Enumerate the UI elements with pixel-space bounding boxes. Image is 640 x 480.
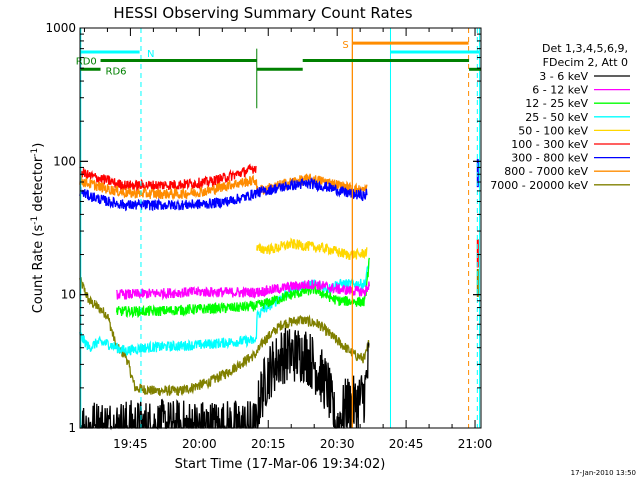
annotation-n: N <box>147 49 154 60</box>
y-axis-label-mid: detector <box>31 156 46 216</box>
legend-header-2: FDecim 2, Att 0 <box>543 56 628 69</box>
series-4-line <box>256 237 368 261</box>
x-tick-label-2045: 20:45 <box>389 437 424 451</box>
x-tick-label-2100: 21:00 <box>458 437 493 451</box>
legend-entry-6: 300 - 800 keV <box>511 152 588 165</box>
legend-entry-7: 800 - 7000 keV <box>504 165 588 178</box>
legend-entry-2: 12 - 25 keV <box>525 97 588 110</box>
plot-frame <box>79 27 482 429</box>
decor-layer: N RD0 RD6 S <box>76 28 481 428</box>
y-axis-label: Count Rate (s-1 detector-1) <box>30 143 46 314</box>
series-8-line <box>79 277 370 396</box>
legend-entry-0: 3 - 6 keV <box>539 70 588 83</box>
x-tick-label-1945: 19:45 <box>113 437 148 451</box>
legend-entry-3: 25 - 50 keV <box>525 111 588 124</box>
annotation-s: S <box>342 40 348 51</box>
legend-entry-4: 50 - 100 keV <box>518 124 588 137</box>
timestamp: 17-Jan-2010 13:50 <box>571 469 636 477</box>
y-tick-label-10: 10 <box>61 288 76 302</box>
y-tick-label-1: 1 <box>68 421 76 435</box>
annotation-rd6: RD6 <box>106 66 127 77</box>
legend-entry-5: 100 - 300 keV <box>511 138 588 151</box>
y-axis: 1 10 100 1000 <box>45 21 481 435</box>
series-layer <box>79 159 479 431</box>
series-3-line <box>79 261 370 357</box>
chart-title: HESSI Observing Summary Count Rates <box>113 4 412 22</box>
x-tick-label-2015: 20:15 <box>251 437 286 451</box>
y-tick-label-1000: 1000 <box>45 21 76 35</box>
legend-entry-8: 7000 - 20000 keV <box>490 179 588 192</box>
y-tick-label-100: 100 <box>53 154 76 168</box>
series-6-line <box>79 176 368 212</box>
series-5-line <box>79 163 257 193</box>
y-axis-label-suffix: ) <box>31 143 46 148</box>
legend-entry-1: 6 - 12 keV <box>532 84 588 97</box>
x-tick-label-2030: 20:30 <box>320 437 355 451</box>
y-axis-label-prefix: Count Rate (s <box>31 225 46 314</box>
legend: Det 1,3,4,5,6,9, FDecim 2, Att 0 3 - 6 k… <box>490 42 630 192</box>
y-axis-label-exp2: -1 <box>30 148 40 157</box>
y-axis-label-exp1: -1 <box>30 216 40 225</box>
x-tick-label-2000: 20:00 <box>182 437 217 451</box>
series-7-line <box>79 173 368 201</box>
x-axis: 19:45 20:00 20:15 20:30 20:45 21:00 <box>83 28 493 451</box>
legend-header-1: Det 1,3,4,5,6,9, <box>542 42 628 55</box>
series-1-line <box>116 279 370 301</box>
annotation-rd0: RD0 <box>76 57 97 68</box>
x-axis-label: Start Time (17-Mar-06 19:34:02) <box>175 457 386 472</box>
series-2-line <box>115 257 370 319</box>
